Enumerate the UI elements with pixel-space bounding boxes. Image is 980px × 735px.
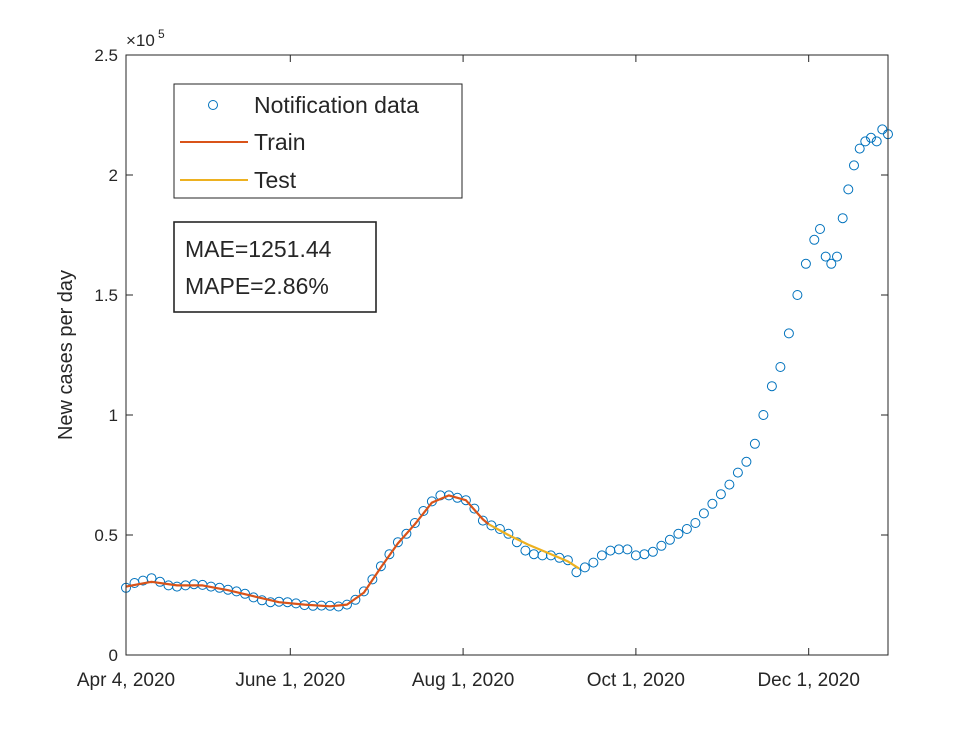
mape-annotation: MAPE=2.86% <box>185 273 329 299</box>
legend: Notification data Train Test <box>173 83 463 199</box>
notification-point <box>826 258 837 269</box>
test-line <box>488 523 580 570</box>
notification-point <box>664 534 675 545</box>
notification-point <box>367 574 378 585</box>
notification-point <box>622 544 633 555</box>
notification-point <box>766 381 777 392</box>
notification-point <box>486 520 497 531</box>
notification-point <box>758 410 769 420</box>
notification-point <box>698 508 709 519</box>
notification-point <box>477 515 488 526</box>
y-tick-label: 2.5 <box>94 46 118 65</box>
x-tick-label: Apr 4, 2020 <box>77 670 175 691</box>
notification-point <box>418 506 429 516</box>
notification-point <box>732 467 743 478</box>
notification-point <box>843 184 854 195</box>
notification-point <box>384 549 395 560</box>
train-line <box>125 494 490 608</box>
notification-point <box>503 528 514 539</box>
y-exponent-power: 5 <box>158 27 165 41</box>
fit-lines <box>125 494 580 608</box>
notification-point <box>392 537 403 548</box>
notification-point <box>520 545 531 556</box>
notification-point <box>860 136 871 147</box>
legend-marker-notification <box>208 100 218 110</box>
notification-point <box>690 518 701 528</box>
notification-point <box>579 562 590 573</box>
y-exponent-base: ×10 <box>126 31 155 50</box>
notification-point <box>792 290 803 300</box>
notification-point <box>832 251 842 262</box>
metrics-box: MAE=1251.44 MAPE=2.86% <box>173 221 377 313</box>
notification-point <box>588 557 599 568</box>
notification-point <box>673 528 684 539</box>
notification-point <box>871 136 882 147</box>
legend-label-test: Test <box>254 167 297 193</box>
y-tick-label: 0 <box>109 646 118 665</box>
notification-point <box>866 132 876 143</box>
legend-label-notification: Notification data <box>254 92 419 118</box>
notification-point <box>375 561 386 572</box>
x-axis-ticks: Apr 4, 2020 June 1, 2020 Aug 1, 2020 Oct 1,… <box>77 55 860 691</box>
notification-point <box>460 495 471 506</box>
y-tick-label: 2 <box>109 166 118 185</box>
notification-point <box>724 479 735 490</box>
notification-point <box>749 438 760 449</box>
y-tick-label: 1 <box>109 406 118 425</box>
mae-annotation: MAE=1251.44 <box>185 236 332 262</box>
notification-point <box>854 143 865 154</box>
notification-point <box>783 328 794 339</box>
notification-point <box>656 540 667 551</box>
notification-point <box>469 503 480 514</box>
notification-point <box>741 456 752 467</box>
axes-box <box>125 54 889 656</box>
y-tick-label: 1.5 <box>94 286 118 305</box>
notification-point <box>849 160 859 171</box>
notification-point <box>820 251 831 262</box>
x-tick-label: Dec 1, 2020 <box>757 670 859 691</box>
notification-point <box>647 546 658 557</box>
notification-point <box>350 594 361 605</box>
notification-point <box>358 586 369 597</box>
notification-point <box>775 362 786 372</box>
x-tick-label: Aug 1, 2020 <box>412 670 514 691</box>
x-tick-label: Oct 1, 2020 <box>587 670 685 691</box>
notification-point <box>596 550 607 561</box>
notification-point <box>809 234 820 245</box>
notification-point <box>837 213 848 224</box>
metrics-box-border <box>173 221 377 313</box>
notification-point <box>681 524 692 534</box>
y-tick-label: 0.5 <box>94 526 118 545</box>
notification-point <box>401 528 412 539</box>
notification-point <box>707 498 718 509</box>
notification-point <box>815 224 825 234</box>
notification-point <box>800 258 811 269</box>
y-axis-ticks: 0 0.5 1 1.5 2 2.5 <box>94 46 888 665</box>
x-tick-label: June 1, 2020 <box>235 670 345 691</box>
notification-point <box>715 489 726 500</box>
y-axis-label: New cases per day <box>55 270 77 440</box>
notification-point <box>409 518 420 528</box>
legend-label-train: Train <box>254 129 306 155</box>
